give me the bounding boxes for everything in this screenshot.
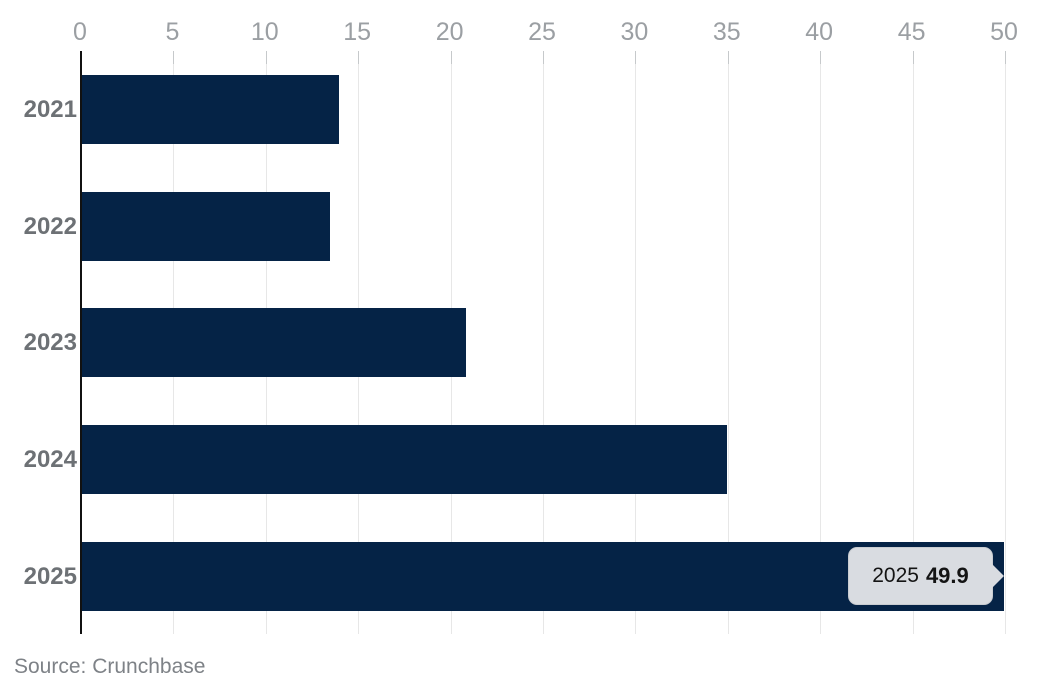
tooltip-arrow-icon [992,564,1004,588]
x-tick-label-50: 50 [990,18,1018,46]
y-axis-label-2024: 2024 [23,446,77,474]
x-tick-label-30: 30 [620,18,649,46]
tick-mark-50 [1005,51,1006,64]
tooltip-value: 49.9 [925,563,969,588]
tick-mark-5 [173,51,175,64]
bar-row-2023 [82,308,1006,378]
x-tick-label-10: 10 [250,18,279,46]
y-axis-label-2023: 2023 [23,329,77,357]
tick-mark-25 [543,51,544,64]
bar-2023[interactable] [82,308,467,378]
x-tick-label-20: 20 [435,18,464,46]
tick-mark-45 [912,51,914,64]
x-axis: 0 5 10 15 20 25 30 35 40 45 50 [73,18,1018,48]
tick-mark-35 [727,51,729,64]
y-axis-label-2021: 2021 [23,96,77,123]
y-axis-label-2025: 2025 [23,562,77,590]
tick-mark-40 [820,51,822,64]
source-label: Source: Crunchbase [14,655,206,678]
gridline-30 [635,51,637,634]
x-tick-label-0: 0 [73,18,87,46]
bar-row-2022 [82,191,1006,261]
gridline-35 [727,51,729,634]
tooltip-category: 2025 [872,564,919,587]
x-tick-label-5: 5 [165,18,180,46]
bar-2021[interactable] [82,75,339,144]
y-axis-label-2022: 2022 [23,212,77,240]
x-tick-label-15: 15 [343,18,372,46]
gridline-40 [820,51,822,634]
bar-2024[interactable] [82,425,727,495]
bar-2022[interactable] [82,191,330,261]
gridline-25 [543,51,544,634]
x-tick-label-45: 45 [897,18,926,46]
tick-mark-20 [450,51,452,64]
x-tick-label-40: 40 [805,18,834,46]
x-tick-label-25: 25 [528,18,556,46]
x-tick-label-35: 35 [712,18,741,46]
tick-mark-10 [265,51,267,64]
tick-mark-15 [358,51,360,64]
tooltip: 2025 49.9 [848,547,1004,605]
bar-row-2024 [82,425,1006,495]
gridline-50 [1005,51,1006,634]
gridline-45 [912,51,914,634]
bar-row-2021 [82,75,1006,144]
tick-mark-30 [635,51,637,64]
